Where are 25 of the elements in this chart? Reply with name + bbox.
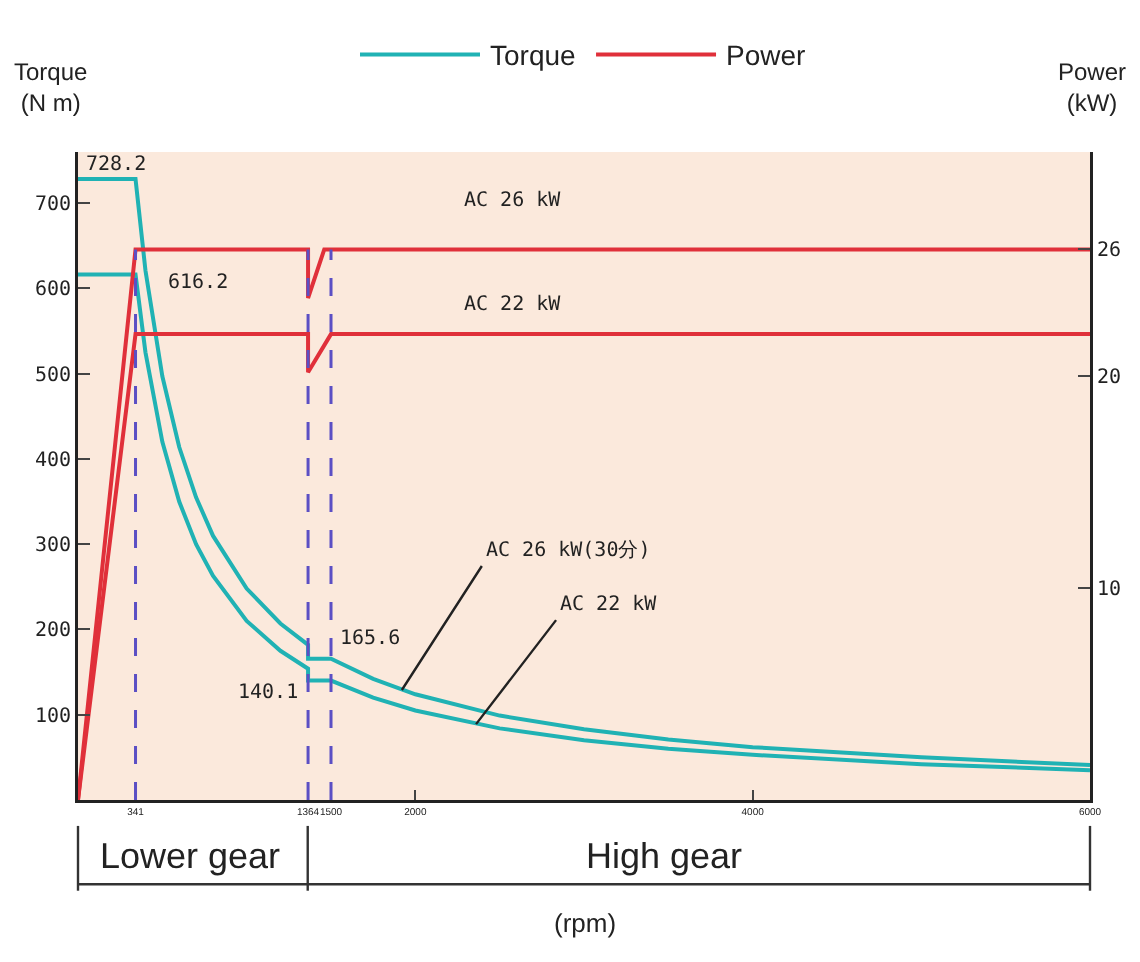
text: Lower gear [100, 836, 281, 876]
y-tick-label: 600 [34, 279, 71, 302]
y2-tick-label: 26 [1097, 240, 1122, 263]
y-tick-label: 200 [34, 620, 71, 643]
y-axis-title: Torque (N m) [14, 58, 89, 118]
legend-label: Power [726, 39, 807, 72]
y2-tick-label: 10 [1097, 579, 1122, 602]
y-tick-label: 700 [34, 194, 71, 217]
y-tick-label: 300 [34, 535, 71, 558]
annotation: AC 22 kW [560, 594, 659, 616]
annotation: AC 26 kW [464, 190, 563, 212]
annotation: AC 26 kW(30分) [486, 538, 651, 562]
y-tick-label: 400 [34, 449, 71, 472]
y2-axis-title: Power (kW) [1058, 58, 1127, 118]
y-tick-label: 100 [34, 705, 71, 728]
y-tick-label: 500 [34, 364, 71, 387]
annotation: 616.2 [168, 272, 229, 294]
annotation: 728.2 [86, 154, 147, 176]
y2-tick-label: 20 [1097, 367, 1122, 390]
annotation: AC 22 kW [464, 294, 563, 316]
legend-label: Torque [490, 39, 577, 72]
text: High gear [586, 836, 743, 876]
annotation: 165.6 [340, 628, 401, 650]
x-axis-title: (rpm) [554, 908, 617, 938]
annotation: 140.1 [238, 682, 299, 704]
